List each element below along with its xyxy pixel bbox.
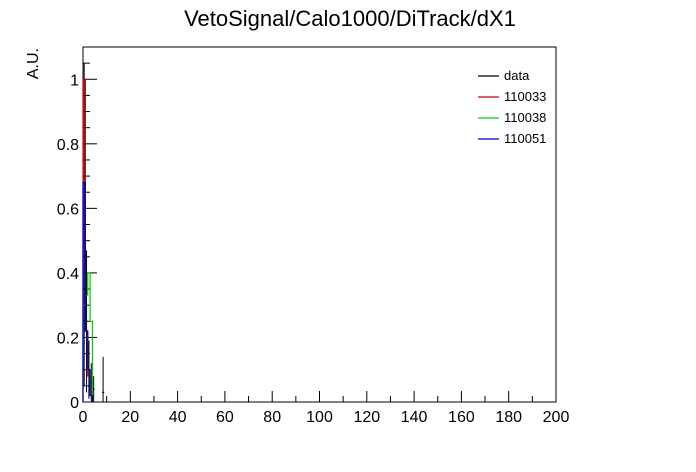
y-tick-label: 1 (70, 72, 79, 89)
y-axis-label: A.U. (25, 48, 42, 79)
x-axis: 0 20 40 60 80 100 120 140 160 180 200 (79, 391, 570, 426)
x-tick-label: 40 (169, 409, 187, 426)
x-tick-label: 0 (79, 409, 88, 426)
y-tick-label: 0.4 (57, 266, 79, 283)
y-tick-label: 0 (70, 395, 79, 412)
legend-label-110038: 110038 (504, 110, 546, 125)
legend-label-110033: 110033 (504, 89, 546, 104)
x-tick-label: 200 (543, 409, 570, 426)
x-tick-label: 160 (448, 409, 475, 426)
x-tick-label: 120 (353, 409, 380, 426)
y-tick-label: 0.8 (57, 137, 79, 154)
legend: data 110033 110038 110051 (478, 68, 546, 146)
x-tick-label: 20 (121, 409, 139, 426)
series-layer (82, 63, 105, 402)
x-tick-label: 60 (216, 409, 234, 426)
x-tick-label: 80 (263, 409, 281, 426)
chart-title: VetoSignal/Calo1000/DiTrack/dX1 (184, 6, 516, 31)
series-line-110038 (82, 272, 94, 402)
y-tick-label: 0.6 (57, 201, 79, 218)
plot-frame (82, 46, 557, 403)
x-tick-label: 100 (306, 409, 333, 426)
y-tick-label: 0.2 (57, 330, 79, 347)
legend-label-data: data (504, 68, 530, 83)
x-tick-label: 140 (401, 409, 428, 426)
series-line-110051 (82, 181, 94, 402)
y-axis: 0 0.2 0.4 0.6 0.8 1 (57, 46, 97, 412)
x-tick-label: 180 (495, 409, 522, 426)
legend-label-110051: 110051 (504, 131, 546, 146)
